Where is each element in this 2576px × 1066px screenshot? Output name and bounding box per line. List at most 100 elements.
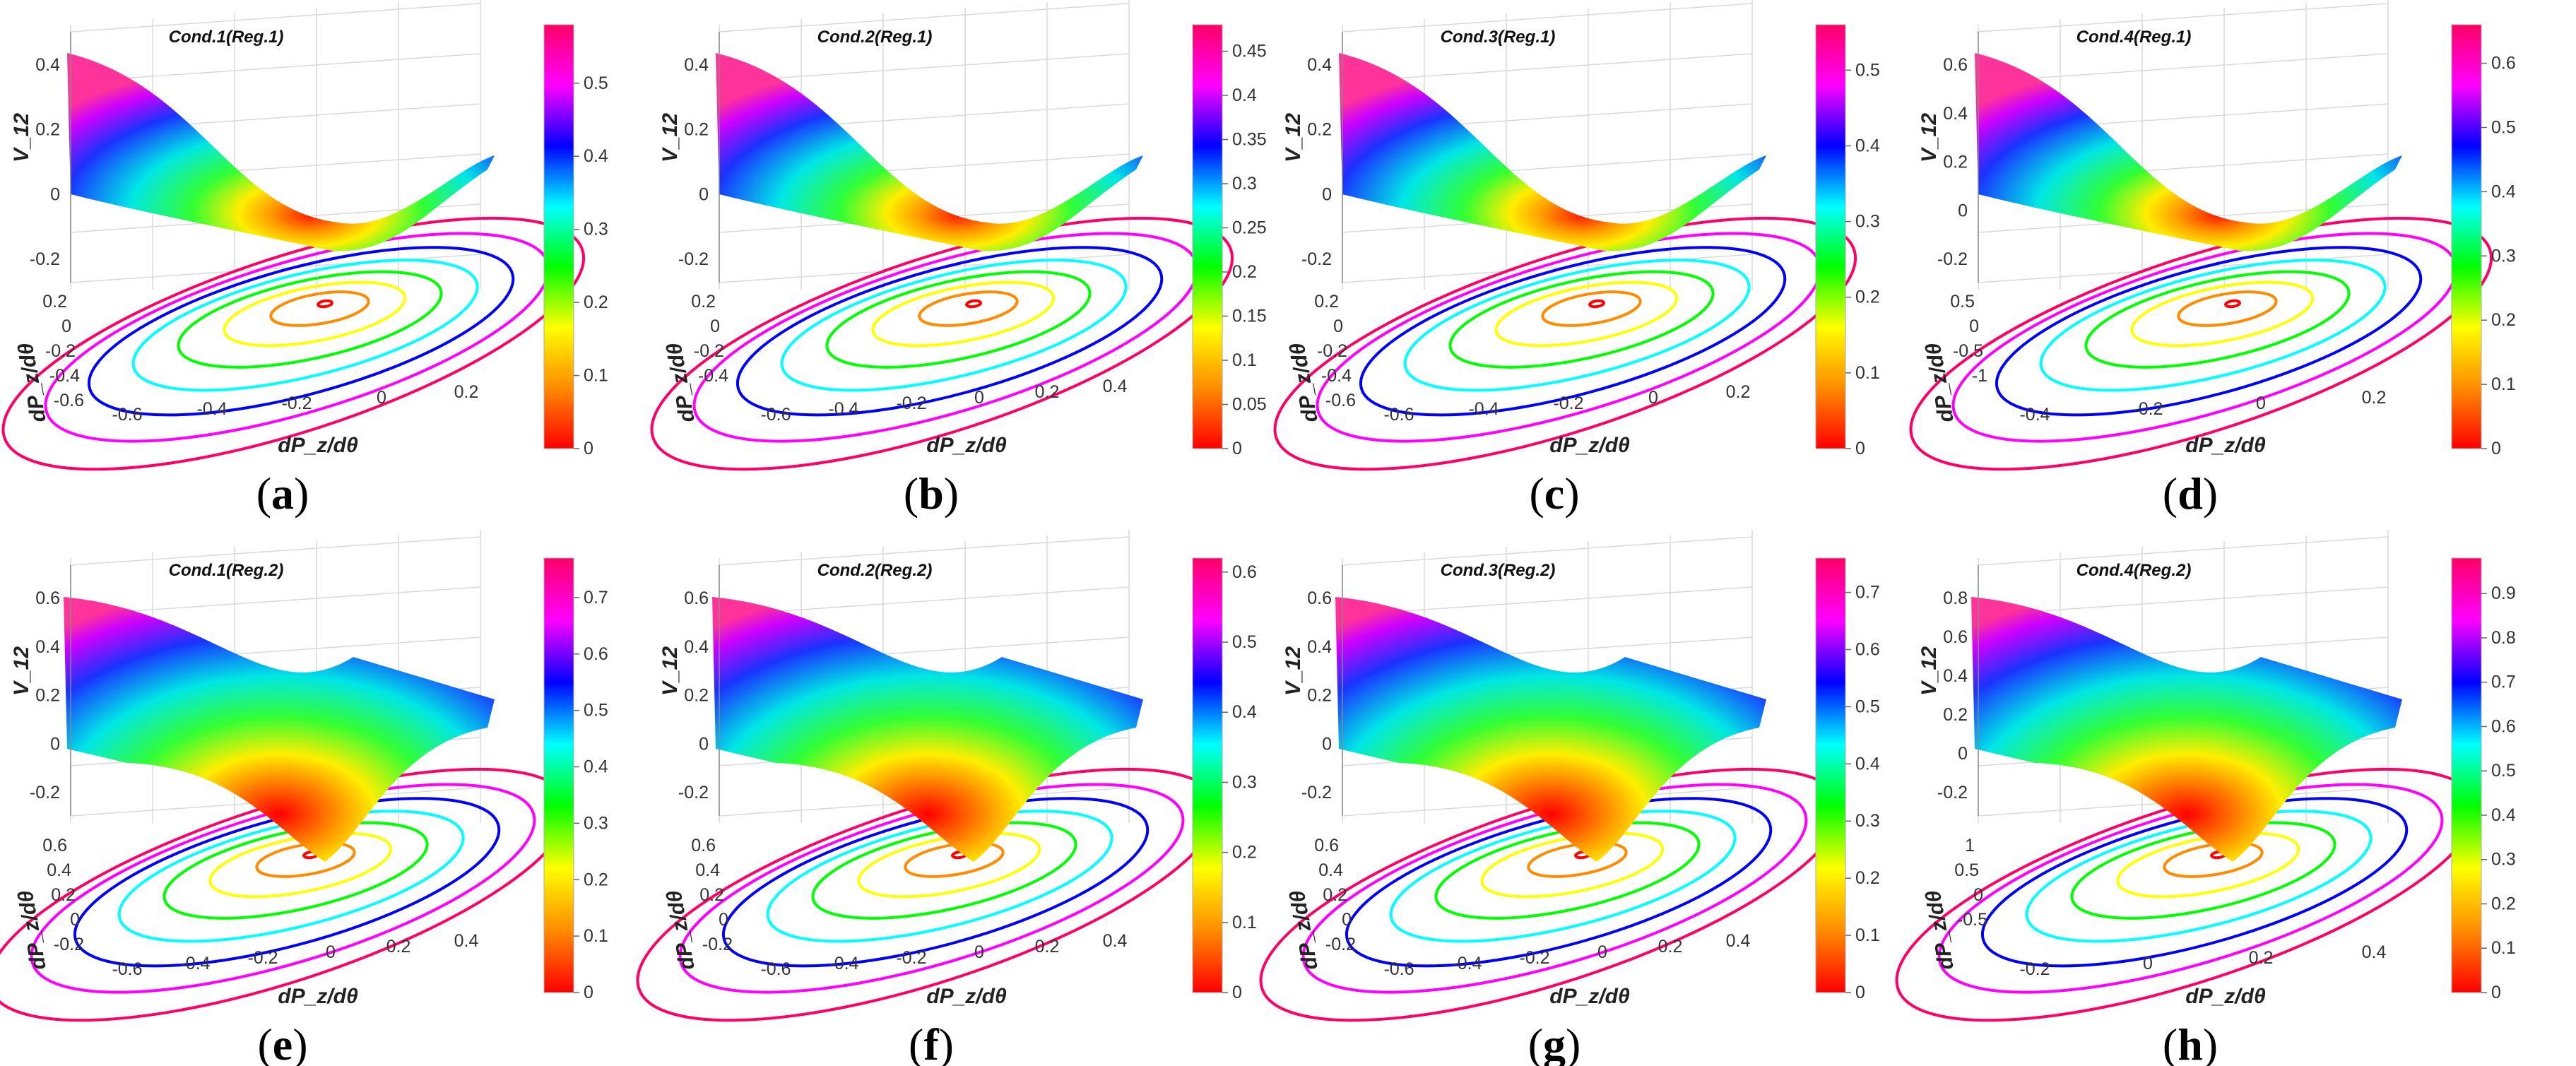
x-tick-label: -0.2 (896, 948, 926, 968)
surface-mesh (67, 53, 495, 251)
x-tick-label: -0.6 (112, 959, 142, 979)
x-tick-label: -0.2 (247, 948, 278, 968)
x-tick-label: -0.4 (1468, 399, 1499, 419)
colorbar-tick-label: 0 (1855, 439, 1865, 458)
z-tick-label: 0.4 (1307, 55, 1332, 75)
surface-mesh (1971, 597, 2402, 862)
x-tick-label: 0.4 (1103, 377, 1128, 396)
z-tick-label: 0 (1322, 184, 1332, 204)
z-tick-label: 0.2 (35, 686, 60, 706)
colorbar-tick-label: 0.3 (584, 220, 608, 239)
grid-line (1342, 586, 1753, 616)
grid-line (70, 53, 481, 83)
colorbar-tick-label: 0 (1232, 983, 1242, 1002)
surface-mesh (712, 597, 1143, 862)
z-tick-label: 0.2 (1943, 153, 1968, 172)
y-tick-label: 0 (1342, 910, 1352, 930)
colorbar-tick-label: 0.3 (584, 813, 608, 833)
x-tick-label: 0 (377, 388, 386, 408)
z-axis-label: V_12 (10, 646, 33, 696)
grid-line (1342, 53, 1753, 83)
z-axis-label: V_12 (658, 646, 682, 696)
panel-title: Cond.3(Reg.2) (1441, 561, 1556, 580)
contour-line (223, 280, 407, 348)
colorbar-tick-label: 0.6 (2491, 54, 2516, 73)
x-tick-label: 0.2 (1726, 382, 1751, 402)
panel-c: 0.40.20-0.2V_120.20-0.2-0.4-0.6dP_z/dθ -0… (1273, 0, 1880, 519)
y-tick-label: -0.2 (1317, 341, 1347, 361)
x-tick-label: 0 (974, 942, 984, 962)
y-tick-label: 0.4 (1318, 860, 1343, 880)
x-tick-label: -0.4 (828, 399, 858, 419)
contour-line (1345, 797, 1773, 968)
z-tick-label: 0.2 (35, 120, 60, 140)
colorbar-tick-label: 0.1 (584, 926, 608, 946)
x-tick-label: 0.2 (2249, 948, 2274, 968)
colorbar (1815, 557, 1846, 993)
x-axis-label: dP_z/dθ (278, 434, 358, 457)
colorbar-tick-label: 0.4 (2491, 182, 2516, 201)
z-tick-label: 0.2 (1307, 686, 1332, 706)
x-tick-label: -0.2 (2019, 959, 2050, 979)
colorbar-tick-label: 0.2 (1232, 843, 1257, 863)
z-axis-label: V_12 (1918, 646, 1941, 696)
y-tick-label: 0 (1973, 885, 1983, 905)
colorbar-tick-label: 0.05 (1232, 395, 1267, 415)
z-tick-label: -0.2 (1301, 249, 1332, 269)
colorbar (2451, 557, 2482, 993)
x-tick-label: -0.6 (760, 405, 791, 425)
surface-mesh (716, 53, 1143, 251)
contour-floor (0, 767, 572, 1022)
grid-line (70, 3, 481, 32)
colorbar-tick-label: 0.35 (1232, 130, 1267, 150)
y-tick-label: 0.4 (695, 860, 720, 880)
contour-line (87, 246, 515, 417)
colorbar-tick-label: 0.9 (2491, 584, 2516, 603)
contour-line (1389, 810, 1737, 943)
x-tick-label: 0 (2143, 954, 2153, 973)
x-axis-label: dP_z/dθ (2185, 985, 2266, 1008)
y-tick-label: -0.2 (1325, 935, 1356, 954)
contour-line (177, 270, 443, 369)
grid-line (1342, 536, 1753, 566)
y-tick-label: 0.6 (42, 836, 67, 855)
colorbar-tick-label: 0.7 (2491, 673, 2516, 692)
z-tick-label: -0.2 (678, 783, 709, 803)
x-tick-label: 0.2 (1658, 937, 1683, 957)
colorbar-tick-label: 0.2 (1232, 262, 1257, 282)
colorbar-tick-label: 0 (584, 439, 593, 458)
x-tick-label: -0.2 (281, 393, 312, 413)
colorbar-tick-label: 0.2 (2491, 310, 2516, 330)
contour-line (1494, 280, 1679, 348)
y-tick-label: 0.5 (1950, 292, 1975, 312)
colorbar-tick-label: 0 (1232, 439, 1242, 458)
surface-mesh (64, 597, 495, 862)
contour-line (825, 270, 1092, 369)
colorbar-tick-label: 0.4 (2491, 805, 2516, 825)
y-tick-label: 0.2 (699, 885, 724, 905)
colorbar-tick-label: 0.4 (584, 146, 608, 166)
grid-line (70, 586, 481, 616)
contour-line (2224, 299, 2241, 309)
colorbar-tick-label: 0.3 (2491, 246, 2516, 266)
y-tick-label: -0.2 (702, 935, 733, 954)
panel-h: 0.8 0.6 0.4 0.2 0 -0.2 V_12 1 0.5 0 -0.5 dP_z/dθ -0.… (1895, 530, 2516, 1066)
colorbar-tick-label: 0.4 (1855, 754, 1880, 774)
colorbar-tick-label: 0 (584, 983, 593, 1002)
y-tick-label: 1 (1965, 836, 1975, 855)
contour-floor (1909, 216, 2493, 471)
y-tick-label: -0.4 (49, 366, 80, 386)
x-axis-label: dP_z/dθ (278, 985, 358, 1008)
colorbar-tick-label: 0.3 (1232, 174, 1257, 194)
panel-e: 0.60.40.20-0.2V_120.60.40.20-0.2dP_z/dθ -… (0, 530, 608, 1066)
z-tick-label: 0.8 (1943, 588, 1968, 608)
grid-line (719, 536, 1130, 566)
contour-line (117, 810, 465, 943)
x-tick-label: 0 (326, 942, 336, 962)
y-tick-label: -0.5 (1953, 341, 1983, 361)
colorbar-tick-label: 0.1 (2491, 938, 2516, 958)
z-tick-label: 0.4 (684, 55, 709, 75)
y-tick-label: 0.5 (1954, 860, 1979, 880)
panel-letter: (f) (909, 1019, 954, 1066)
